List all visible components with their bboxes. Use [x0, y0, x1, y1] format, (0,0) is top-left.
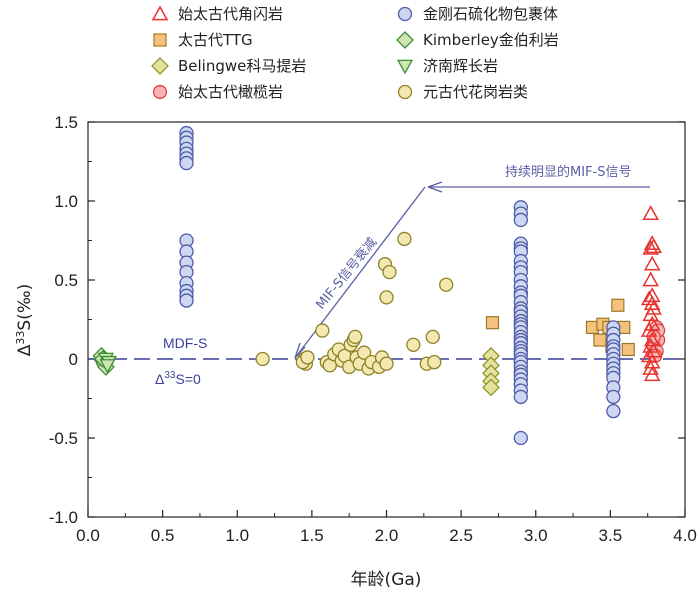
data-points	[92, 125, 666, 446]
x-tick-label: 2.0	[375, 526, 399, 545]
data-point	[439, 277, 454, 292]
y-tick-label: 0.5	[54, 271, 78, 290]
x-tick-label: 0.0	[76, 526, 100, 545]
legend-label: 太古代TTG	[178, 31, 253, 49]
data-point	[356, 345, 372, 360]
data-point	[179, 293, 194, 308]
y-tick-label: -0.5	[49, 429, 78, 448]
series-group	[482, 346, 500, 397]
legend-marker	[396, 59, 414, 75]
data-point	[621, 342, 635, 357]
data-point	[482, 378, 500, 397]
trend-arrow-head-left	[427, 181, 443, 193]
y-tick-label: 0	[69, 350, 78, 369]
plot-frame	[87, 121, 686, 518]
legend-marker	[151, 5, 169, 21]
annotation-mif-persistent: 持续明显的MIF-S信号	[505, 164, 631, 180]
x-axis-title: 年龄(Ga)	[351, 570, 422, 590]
legend-label: 始太古代角闪岩	[178, 5, 283, 23]
series-group	[640, 205, 662, 382]
annotation-mdf: MDF-S	[163, 335, 207, 351]
legend-label: 始太古代橄榄岩	[178, 83, 283, 101]
x-tick-label: 2.5	[449, 526, 473, 545]
data-point	[611, 298, 625, 312]
legend-marker	[152, 84, 168, 100]
series-group	[97, 352, 117, 374]
legend-label: 元古代花岗岩类	[423, 83, 528, 101]
legend-label: 金刚石硫化物包裹体	[423, 5, 558, 23]
annotation-mif-decay: MIF-S信号衰减	[313, 234, 380, 312]
data-point	[99, 359, 116, 374]
data-point	[643, 366, 661, 382]
legend-marker	[397, 6, 413, 22]
data-point	[255, 351, 270, 367]
legend-label: Belingwe科马提岩	[178, 57, 306, 75]
legend-label: Kimberley金伯利岩	[423, 31, 559, 49]
data-point	[643, 255, 661, 271]
data-point	[606, 389, 621, 405]
data-point	[640, 322, 658, 337]
data-point	[179, 155, 194, 171]
x-tick-label: 1.0	[225, 526, 249, 545]
data-point	[642, 239, 659, 255]
data-point	[642, 205, 659, 220]
data-point	[643, 287, 661, 303]
data-point	[379, 356, 394, 371]
data-point	[645, 238, 662, 254]
legend-marker	[396, 31, 414, 49]
data-point	[382, 264, 397, 280]
x-tick-label: 1.5	[300, 526, 324, 545]
legend-label: 济南辉长岩	[423, 57, 498, 75]
data-point	[642, 271, 659, 287]
data-point	[379, 290, 394, 305]
data-point	[513, 212, 528, 228]
y-tick-label: -1.0	[49, 508, 78, 527]
x-tick-label: 3.5	[599, 526, 623, 545]
x-tick-label: 4.0	[673, 526, 697, 545]
data-point	[315, 323, 330, 338]
annotation-baseline: Δ33S=0	[155, 370, 201, 387]
data-point	[642, 359, 659, 375]
data-point	[593, 333, 607, 347]
data-point	[606, 403, 621, 419]
data-point	[425, 329, 440, 345]
x-tick-label: 3.0	[524, 526, 548, 545]
x-tick-label: 0.5	[151, 526, 175, 545]
legend-marker	[151, 57, 169, 75]
series-group	[179, 125, 621, 446]
data-point	[513, 389, 528, 405]
y-tick-label: 1.0	[54, 192, 78, 211]
legend-marker	[153, 33, 167, 47]
data-point	[348, 329, 363, 345]
trend-arrow-head-down	[294, 342, 306, 359]
data-point	[485, 316, 500, 330]
data-point	[397, 231, 412, 247]
data-point	[300, 350, 315, 365]
data-point	[427, 355, 442, 370]
series-group	[255, 231, 454, 376]
y-tick-label: 1.5	[54, 113, 78, 132]
legend-marker	[397, 84, 413, 100]
y-axis-title: Δ33S(‰)	[14, 284, 35, 357]
data-point	[513, 430, 528, 446]
data-point	[406, 337, 421, 352]
axis-ticks: 0.0 0.5 1.0 1.5 2.0 2.5 3.0 3.5 4.0 1.5 1.0 0.5 0 -0.…	[49, 113, 697, 545]
